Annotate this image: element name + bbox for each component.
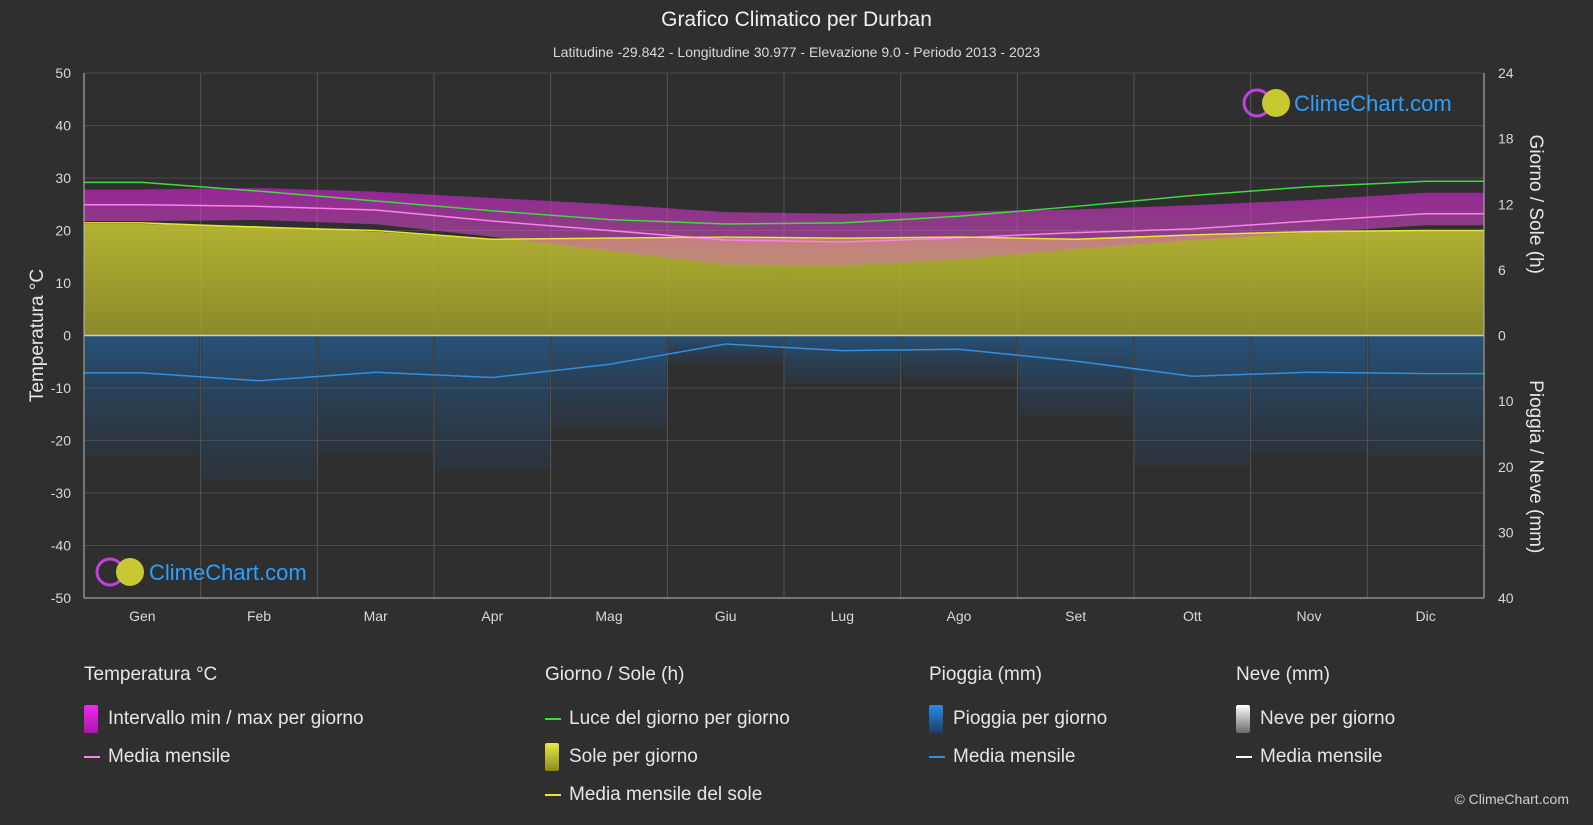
right-top-tick-label: 12: [1498, 196, 1514, 212]
chart-subtitle: Latitudine -29.842 - Longitudine 30.977 …: [552, 44, 1041, 60]
legend-label-sunshine-mean: Media mensile del sole: [569, 784, 763, 805]
left-tick-label: 0: [63, 328, 71, 344]
rain-bar: [85, 335, 200, 456]
right-bottom-tick-label: 20: [1498, 459, 1514, 475]
right-bottom-tick-label: 10: [1498, 393, 1514, 409]
rain-bar: [551, 335, 667, 428]
left-tick-label: -10: [51, 380, 71, 396]
daylight-swatch: [545, 718, 561, 720]
rain-bar: [785, 335, 900, 384]
legend-label-rain: Pioggia per giorno: [953, 708, 1108, 729]
legend-sun: Giorno / Sole (h) Luce del giorno per gi…: [545, 664, 790, 814]
sunshine-mean-line: [84, 222, 1484, 241]
rain-bar: [318, 335, 433, 454]
rain-bar: [668, 335, 783, 363]
right-bottom-axis-title: Pioggia / Neve (mm): [1525, 380, 1546, 553]
watermark-text-bottom: ClimeChart.com: [149, 560, 307, 585]
legend-label-snow: Neve per giorno: [1260, 708, 1396, 729]
logo-sun-icon: [1262, 89, 1290, 117]
x-tick-label: Set: [1065, 608, 1086, 624]
snow-swatch: [1236, 705, 1250, 733]
legend-item-rain-mean: Media mensile: [929, 738, 1107, 776]
rain-swatch: [929, 705, 943, 733]
x-tick-label: Giu: [715, 608, 737, 624]
legend-item-rain: Pioggia per giorno: [929, 700, 1107, 738]
temp-mean-swatch: [84, 756, 100, 758]
rain-mean-swatch: [929, 756, 945, 758]
climate-chart: 50 40 30 20 10 0 -10 -20 -30 -40 -50 24 18 12 6 0 10 20 30…: [27, 65, 1546, 624]
left-tick-label: 20: [55, 223, 71, 239]
x-tick-label: Gen: [129, 608, 155, 624]
left-tick-label: 40: [55, 118, 71, 134]
right-bottom-tick-label: 30: [1498, 524, 1514, 540]
rain-bar: [1135, 335, 1250, 466]
right-top-tick-label: 18: [1498, 131, 1514, 147]
legend-item-snow-mean: Media mensile: [1236, 738, 1395, 776]
legend-item-sunshine-mean: Media mensile del sole: [545, 776, 790, 814]
legend-item-snow: Neve per giorno: [1236, 700, 1395, 738]
legend-heading-snow: Neve (mm): [1236, 664, 1330, 685]
x-tick-label: Ago: [947, 608, 972, 624]
x-tick-label: Mag: [595, 608, 622, 624]
rain-bar: [201, 335, 317, 481]
x-tick-label: Dic: [1416, 608, 1436, 624]
right-top-tick-label: 24: [1498, 65, 1514, 81]
legend-item-sunshine: Sole per giorno: [545, 738, 790, 776]
x-tick-label: Apr: [481, 608, 503, 624]
daylight-line: [84, 180, 1484, 225]
right-top-tick-label: 0: [1498, 328, 1506, 344]
legend-heading-rain: Pioggia (mm): [929, 664, 1042, 685]
rain-mean-line: [84, 343, 1484, 382]
sunshine-area: [84, 223, 1484, 336]
rain-bar: [901, 335, 1017, 380]
temp-range-swatch: [84, 705, 98, 733]
rain-bar: [435, 335, 550, 470]
legend-label-temp-range: Intervallo min / max per giorno: [108, 708, 364, 729]
legend-label-snow-mean: Media mensile: [1260, 746, 1383, 767]
chart-title: Grafico Climatico per Durban: [661, 8, 932, 31]
legend-snow: Neve (mm) Neve per giorno Media mensile: [1236, 664, 1395, 776]
legend-item-temp-mean: Media mensile: [84, 738, 364, 776]
left-tick-label: 50: [55, 65, 71, 81]
x-tick-label: Nov: [1297, 608, 1322, 624]
left-tick-label: -50: [51, 590, 71, 606]
left-axis-title: Temperatura °C: [27, 269, 48, 402]
watermark-text-top: ClimeChart.com: [1294, 91, 1452, 116]
rain-bar: [1251, 335, 1367, 454]
right-top-axis-title: Giorno / Sole (h): [1525, 135, 1546, 274]
left-tick-label: 10: [55, 275, 71, 291]
watermark-logo-bottom: ClimeChart.com: [95, 557, 307, 587]
sunshine-swatch: [545, 743, 559, 771]
rain-bar: [1368, 335, 1483, 458]
x-tick-label: Lug: [831, 608, 854, 624]
legend-label-temp-mean: Media mensile: [108, 746, 231, 767]
temperature-mean-line: [84, 204, 1484, 243]
logo-sun-icon: [116, 558, 144, 586]
right-bottom-tick-label: 40: [1498, 590, 1514, 606]
left-tick-label: 30: [55, 170, 71, 186]
sunshine-mean-swatch: [545, 794, 561, 796]
legend-rain: Pioggia (mm) Pioggia per giorno Media me…: [929, 664, 1107, 776]
legend-label-rain-mean: Media mensile: [953, 746, 1076, 767]
rain-bar: [1018, 335, 1133, 418]
right-top-tick-label: 6: [1498, 262, 1506, 278]
watermark-logo-top: ClimeChart.com: [1242, 88, 1452, 118]
x-tick-label: Feb: [247, 608, 271, 624]
legend-heading-sun: Giorno / Sole (h): [545, 664, 685, 685]
legend-item-temp-range: Intervallo min / max per giorno: [84, 700, 364, 738]
left-tick-label: -30: [51, 485, 71, 501]
legend-label-sunshine: Sole per giorno: [569, 746, 698, 767]
snow-mean-swatch: [1236, 756, 1252, 758]
legend-heading-temperature: Temperatura °C: [84, 664, 218, 685]
x-tick-label: Ott: [1183, 608, 1202, 624]
temperature-range-band: [84, 187, 1484, 266]
x-tick-label: Mar: [364, 608, 388, 624]
legend-label-daylight: Luce del giorno per giorno: [569, 708, 790, 729]
copyright-text: © ClimeChart.com: [1454, 791, 1569, 807]
legend-temperature: Temperatura °C Intervallo min / max per …: [84, 664, 364, 776]
left-tick-label: -20: [51, 433, 71, 449]
legend-item-daylight: Luce del giorno per giorno: [545, 700, 790, 738]
left-tick-label: -40: [51, 538, 71, 554]
